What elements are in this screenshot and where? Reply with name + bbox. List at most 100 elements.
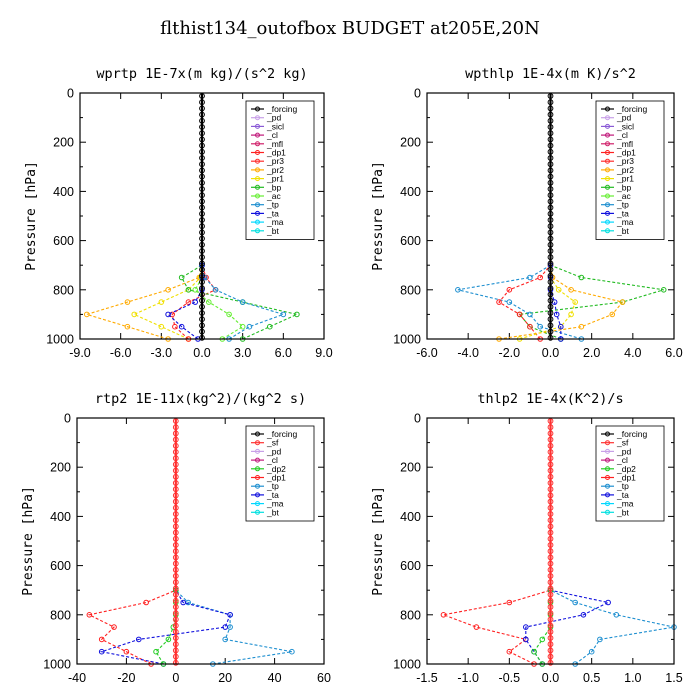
data-point bbox=[537, 274, 544, 281]
zero-profile-point bbox=[172, 492, 179, 499]
zero-profile-point bbox=[199, 198, 205, 205]
legend-entry: _dp1 bbox=[266, 148, 286, 158]
zero-profile-point bbox=[547, 566, 554, 573]
zero-profile-point bbox=[547, 473, 554, 480]
x-tick-label: 0.0 bbox=[542, 671, 559, 685]
x-tick-label: -6.0 bbox=[110, 346, 132, 360]
data-point bbox=[613, 612, 620, 618]
data-point bbox=[135, 636, 142, 643]
y-tick-label: 800 bbox=[53, 283, 74, 297]
series_dp1 bbox=[86, 418, 179, 667]
legend-entry: _sicl bbox=[616, 121, 634, 131]
legend-marker bbox=[605, 202, 610, 208]
series-line bbox=[441, 418, 552, 665]
zero-profile-point bbox=[199, 328, 205, 335]
panel-title: wprtp 1E-7x(m kg)/(s^2 kg) bbox=[96, 66, 307, 82]
zero-profile-point bbox=[199, 99, 205, 106]
zero-profile-point bbox=[547, 229, 554, 236]
legend-entry: _pr1 bbox=[266, 174, 284, 184]
legend-entry: _forcing bbox=[266, 104, 298, 114]
data-point bbox=[111, 624, 117, 630]
zero-profile-point bbox=[199, 117, 205, 124]
y-tick-label: 200 bbox=[400, 461, 421, 475]
zero-profile-point bbox=[172, 473, 179, 480]
legend-entry: _pr2 bbox=[616, 165, 634, 175]
plot-frame bbox=[79, 92, 325, 340]
zero-profile-point bbox=[547, 173, 554, 180]
zero-profile-point bbox=[199, 167, 205, 174]
legend-marker bbox=[605, 509, 610, 515]
series-line bbox=[167, 93, 203, 340]
panel-title: thlp2 1E-4x(K^2)/s bbox=[477, 391, 623, 407]
zero-profile-point bbox=[547, 585, 554, 592]
series-line bbox=[549, 418, 675, 665]
zero-profile-point bbox=[547, 117, 554, 124]
zero-profile-point bbox=[547, 316, 554, 323]
zero-profile-point bbox=[547, 266, 554, 273]
zero-profile-point bbox=[547, 297, 554, 304]
zero-profile-point bbox=[199, 235, 205, 242]
legend-marker bbox=[605, 115, 610, 121]
zero-profile-point bbox=[547, 498, 554, 505]
legend-entry: _mfl bbox=[616, 139, 633, 149]
data-point bbox=[588, 648, 595, 655]
legend-entry: _pd bbox=[616, 113, 631, 123]
x-tick-label: 1.5 bbox=[665, 671, 682, 685]
zero-profile-point bbox=[547, 260, 554, 267]
legend-marker bbox=[255, 228, 260, 234]
zero-profile-point bbox=[199, 297, 205, 304]
legend-marker bbox=[255, 184, 260, 190]
y-tick-label: 800 bbox=[50, 608, 71, 622]
panel-1: wprtp 1E-7x(m kg)/(s^2 kg) Pressure [hPa]… bbox=[24, 66, 333, 360]
panel-3: rtp2 1E-11x(kg^2)/(kg^2 s) Pressure [hPa]… bbox=[21, 391, 331, 685]
legend-marker bbox=[605, 106, 610, 112]
legend-marker bbox=[605, 475, 610, 480]
legend-entry: _forcing bbox=[616, 104, 648, 114]
legend-entry: _ma bbox=[266, 499, 284, 509]
data-point bbox=[246, 323, 253, 330]
data-point bbox=[98, 648, 105, 655]
legend-marker bbox=[255, 158, 260, 164]
zero-profile-point bbox=[547, 254, 554, 261]
zero-profile-point bbox=[547, 99, 554, 106]
zero-profile-point bbox=[172, 641, 179, 648]
zero-profile-point bbox=[547, 418, 554, 424]
data-point bbox=[172, 323, 178, 330]
zero-profile-point bbox=[199, 310, 205, 316]
data-point bbox=[539, 636, 546, 643]
zero-profile-point bbox=[547, 124, 554, 130]
y-tick-label: 600 bbox=[400, 559, 421, 573]
legend-marker bbox=[255, 431, 260, 437]
legend-entry: _ma bbox=[616, 499, 634, 509]
data-point bbox=[227, 612, 233, 618]
data-point bbox=[527, 274, 533, 281]
y-tick-label: 800 bbox=[400, 608, 421, 622]
y-axis-label: Pressure [hPa] bbox=[24, 161, 39, 271]
zero-profile-point bbox=[547, 616, 554, 623]
data-point bbox=[555, 287, 562, 293]
data-point bbox=[294, 311, 300, 318]
zero-profile-point bbox=[547, 161, 554, 168]
zero-profile-point bbox=[547, 235, 554, 242]
legend-entry: _sf bbox=[616, 438, 629, 448]
legend-marker bbox=[255, 150, 260, 155]
zero-profile-point bbox=[172, 449, 179, 455]
legend-marker bbox=[605, 123, 610, 129]
zero-profile-point bbox=[199, 316, 205, 323]
zero-profile-point bbox=[199, 223, 205, 230]
zero-profile-point bbox=[547, 291, 554, 298]
zero-profile-point bbox=[547, 455, 554, 462]
zero-profile-point bbox=[172, 486, 179, 493]
legend-entry: _ac bbox=[616, 191, 631, 201]
zero-profile-stack bbox=[199, 93, 205, 341]
plot-frame bbox=[426, 92, 675, 340]
legend-marker bbox=[255, 115, 260, 121]
data-point bbox=[506, 287, 513, 293]
data-point bbox=[531, 648, 537, 655]
zero-profile-point bbox=[199, 266, 205, 273]
legend-entry: _ta bbox=[616, 208, 629, 218]
zero-profile-point bbox=[547, 279, 554, 285]
data-point bbox=[619, 299, 626, 305]
legend: _forcing_pd_sicl_cl_mfl_dp1_pr3_pr2_pr1_… bbox=[245, 100, 315, 240]
